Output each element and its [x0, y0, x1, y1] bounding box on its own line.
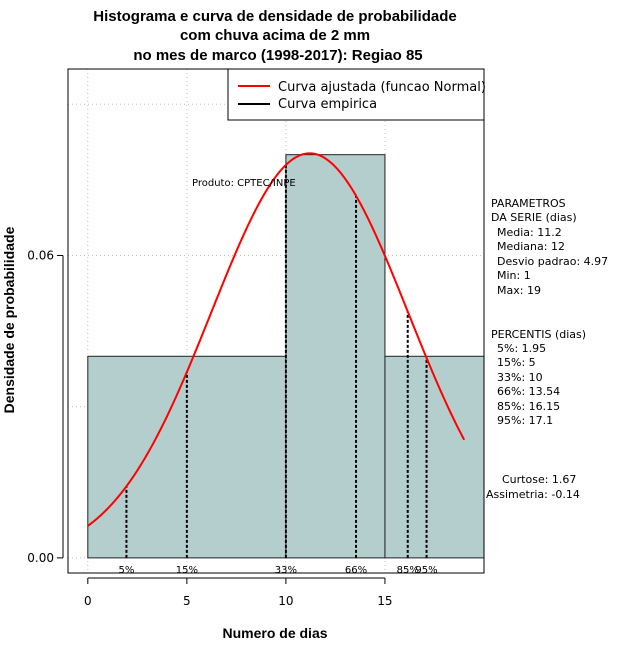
- chart-title-line-3: no mes de marco (1998-2017): Regiao 85: [133, 47, 422, 64]
- x-tick-label: 10: [278, 594, 293, 608]
- param-mediana: Mediana: 12: [497, 240, 565, 253]
- legend: Curva ajustada (funcao Normal) Curva emp…: [227, 68, 486, 121]
- params-title-2: DA SERIE (dias): [491, 211, 577, 224]
- param-max: Max: 19: [497, 284, 541, 297]
- percentil-95: 95%: 17.1: [497, 414, 553, 427]
- fitted-normal-curve: [87, 152, 466, 527]
- assimetria-label: Assimetria: -0.14: [486, 488, 580, 501]
- percentil-15: 15%: 5: [497, 356, 536, 369]
- axes: 0 5 10 15 0.00 0.06: [27, 248, 392, 608]
- param-desvio: Desvio padrao: 4.97: [497, 255, 608, 268]
- x-tick-label: 0: [84, 594, 92, 608]
- histogram-bar: [285, 154, 386, 559]
- percentile-label: 85%: [397, 565, 419, 576]
- percentil-85: 85%: 16.15: [497, 400, 560, 413]
- x-axis-title: Numero de dias: [222, 625, 327, 641]
- percentil-33: 33%: 10: [497, 371, 543, 384]
- y-tick-label: 0.00: [27, 551, 54, 565]
- histogram-bars: [87, 154, 485, 559]
- curtose-label: Curtose: 1.67: [502, 473, 576, 486]
- percentile-marks: 5% 15% 33% 66% 85%95%: [119, 164, 438, 576]
- legend-fitted-label: Curva ajustada (funcao Normal): [278, 80, 486, 95]
- legend-box: [227, 68, 485, 121]
- x-tick-label: 5: [183, 594, 191, 608]
- y-axis-title: Densidade de probabilidade: [1, 226, 17, 413]
- side-panel: PARAMETROS DA SERIE (dias) Media: 11.2 M…: [486, 197, 608, 501]
- param-media: Media: 11.2: [497, 226, 562, 239]
- percentile-label: 15%: [176, 565, 198, 576]
- percentis-title: PERCENTIS (dias): [491, 328, 586, 341]
- product-label: Produto: CPTEC/INPE: [192, 178, 296, 189]
- percentile-label: 5%: [119, 565, 135, 576]
- histogram-bar: [384, 355, 485, 559]
- x-tick-label: 15: [377, 594, 392, 608]
- fitted-curve-group: [87, 152, 466, 527]
- chart-title-line-1: Histograma e curva de densidade de proba…: [93, 8, 456, 25]
- legend-empirical-label: Curva empirica: [278, 97, 377, 112]
- y-tick-label: 0.06: [27, 248, 54, 262]
- percentile-label: 33%: [275, 565, 297, 576]
- percentil-66: 66%: 13.54: [497, 385, 560, 398]
- percentil-5: 5%: 1.95: [497, 342, 546, 355]
- percentile-label: 95%: [415, 565, 437, 576]
- percentile-label: 66%: [345, 565, 367, 576]
- chart-title-line-2: com chuva acima de 2 mm: [180, 27, 370, 44]
- param-min: Min: 1: [497, 269, 531, 282]
- params-title-1: PARAMETROS: [491, 197, 566, 210]
